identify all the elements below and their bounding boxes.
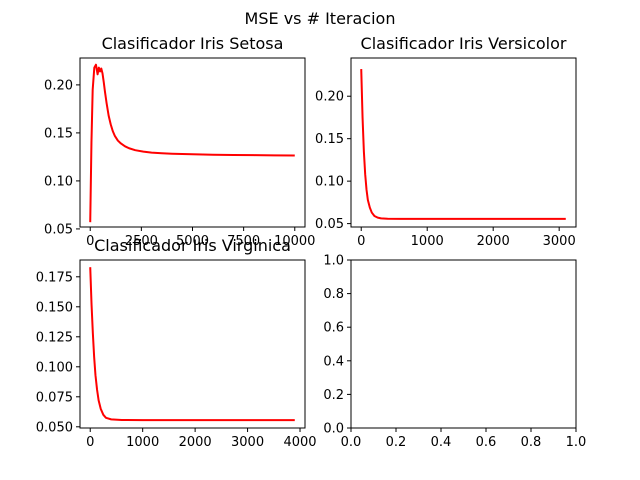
x-tick-label-virginica: 4000 (283, 435, 316, 450)
axes-frame-setosa (79, 57, 306, 228)
y-tick-label-setosa: 0.10 (44, 174, 73, 189)
x-tick-label-virginica: 3000 (231, 435, 264, 450)
y-tick-label-empty: 0.2 (323, 388, 344, 403)
x-tick-label-virginica: 0 (86, 435, 94, 450)
x-tick-label-versicolor: 3000 (543, 234, 576, 249)
subplot-title-setosa: Clasificador Iris Setosa (102, 34, 284, 53)
x-tick-label-empty: 0.8 (521, 435, 542, 450)
y-tick-label-versicolor: 0.05 (315, 217, 344, 232)
x-tick-label-versicolor: 1000 (411, 234, 444, 249)
x-tick-label-setosa: 5000 (176, 234, 209, 249)
subplot-setosa: 0 2500 5000 7500 10000 0.05 0.10 0.15 0.20 Clasif… (44, 34, 315, 249)
y-tick-label-virginica: 0.050 (36, 420, 73, 435)
y-tick-label-versicolor: 0.20 (315, 90, 344, 105)
y-tick-label-versicolor: 0.10 (315, 175, 344, 190)
subplots: 0 2500 5000 7500 100000.050.100.150.20Clasif… (36, 34, 587, 450)
x-tick-label-virginica: 2000 (179, 435, 212, 450)
y-tick-label-versicolor: 0.15 (315, 132, 344, 147)
y-tick-label-virginica: 0.150 (36, 300, 73, 315)
y-tick-label-setosa: 0.15 (44, 126, 73, 141)
y-tick-label-virginica: 0.175 (36, 270, 73, 285)
subplot-title-versicolor: Clasificador Iris Versicolor (361, 34, 567, 53)
figure-suptitle: MSE vs # Iteracion (245, 9, 396, 28)
x-tick-label-virginica: 1000 (126, 435, 159, 450)
x-tick-label-versicolor: 0 (357, 234, 365, 249)
y-tick-label-setosa: 0.20 (44, 78, 73, 93)
y-tick-label-setosa: 0.05 (44, 222, 73, 237)
subplot-empty: 0.0 0.2 0.4 0.6 0.8 1.0 0.0 0.2 0.4 0.6 0.8 1.0 (323, 254, 586, 451)
x-tick-label-setosa: 2500 (125, 234, 158, 249)
x-tick-label-empty: 0.2 (386, 435, 407, 450)
series-line-virginica (89, 267, 295, 422)
subplot-virginica: 0 1000 2000 3000 4000 0.050 0.075 0.100 0.125 0.1… (36, 236, 317, 450)
x-tick-label-empty: 1.0 (566, 435, 587, 450)
axes-frame-versicolor (350, 57, 577, 228)
subplot-title-virginica: Clasificador Iris Virginica (94, 236, 291, 255)
y-tick-label-virginica: 0.075 (36, 390, 73, 405)
x-tick-label-empty: 0.4 (431, 435, 452, 450)
series-line-setosa (89, 63, 295, 223)
y-tick-label-empty: 0.0 (323, 422, 344, 437)
axes-frame-empty (350, 259, 577, 429)
axes-frame-virginica (79, 259, 306, 429)
y-tick-label-empty: 0.6 (323, 321, 344, 336)
subplot-versicolor: 0 1000 2000 3000 0.05 0.10 0.15 0.20 Clasificado… (315, 34, 577, 249)
series-line-versicolor (360, 69, 566, 220)
y-tick-label-virginica: 0.100 (36, 360, 73, 375)
x-tick-label-versicolor: 2000 (477, 234, 510, 249)
x-tick-label-empty: 0.6 (476, 435, 497, 450)
y-tick-label-empty: 1.0 (323, 254, 344, 269)
x-tick-label-setosa: 10000 (274, 234, 315, 249)
x-tick-label-setosa: 0 (86, 234, 94, 249)
y-tick-label-empty: 0.8 (323, 287, 344, 302)
x-tick-label-empty: 0.0 (341, 435, 362, 450)
x-tick-label-setosa: 7500 (227, 234, 260, 249)
y-tick-label-empty: 0.4 (323, 354, 344, 369)
y-tick-label-virginica: 0.125 (36, 330, 73, 345)
